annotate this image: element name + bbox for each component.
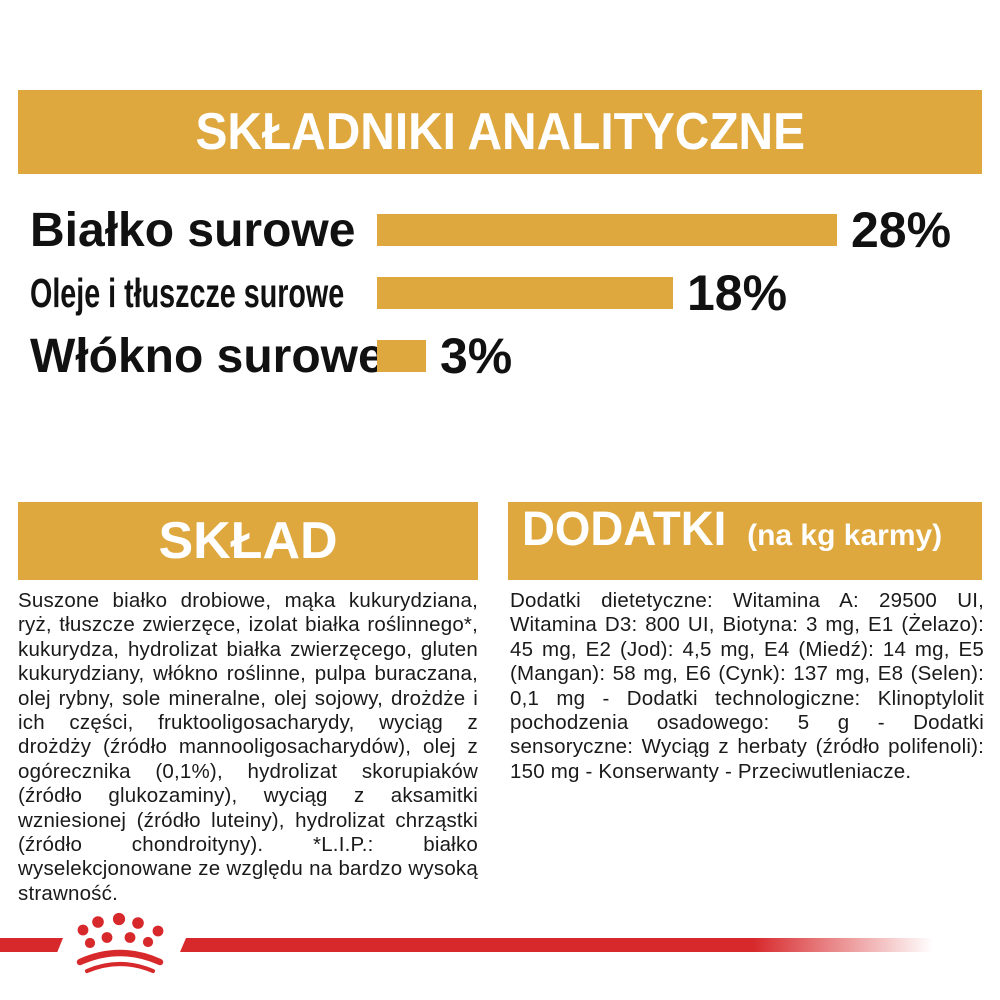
- footer-stripe-left: [0, 938, 63, 952]
- chart-row-protein: Białko surowe 28%: [30, 202, 951, 258]
- chart-bar-fat: [377, 277, 673, 309]
- dodatki-header-band: DODATKI (na kg karmy): [508, 502, 982, 580]
- dodatki-subtitle: (na kg karmy): [747, 519, 943, 552]
- chart-label-protein: Białko surowe: [30, 203, 356, 257]
- dodatki-body-text: Dodatki dietetyczne: Witamina A: 29500 U…: [510, 589, 984, 783]
- sklad-header-band: SKŁAD: [18, 502, 478, 580]
- sklad-body-text: Suszone białko drobiowe, mąka kukurydzia…: [18, 589, 478, 905]
- analytics-header-band: SKŁADNIKI ANALITYCZNE: [18, 90, 982, 174]
- analytics-header-title: SKŁADNIKI ANALITYCZNE: [195, 103, 805, 161]
- chart-bar-protein: [377, 214, 837, 246]
- sklad-title: SKŁAD: [158, 512, 338, 570]
- dodatki-title: DODATKI: [522, 503, 727, 556]
- royal-canin-crown-icon: [76, 912, 164, 974]
- chart-value-fibre: 3%: [440, 328, 513, 384]
- chart-row-fat: Oleje i tłuszcze surowe 18%: [30, 265, 787, 321]
- chart-value-protein: 28%: [851, 202, 952, 258]
- footer-stripe-right: [180, 938, 933, 952]
- chart-label-fibre: Włókno surowe: [30, 329, 385, 383]
- chart-label-fat: Oleje i tłuszcze surowe: [30, 269, 345, 316]
- chart-bar-fibre: [377, 340, 426, 372]
- chart-row-fibre: Włókno surowe 3%: [30, 328, 512, 384]
- chart-value-fat: 18%: [687, 265, 788, 321]
